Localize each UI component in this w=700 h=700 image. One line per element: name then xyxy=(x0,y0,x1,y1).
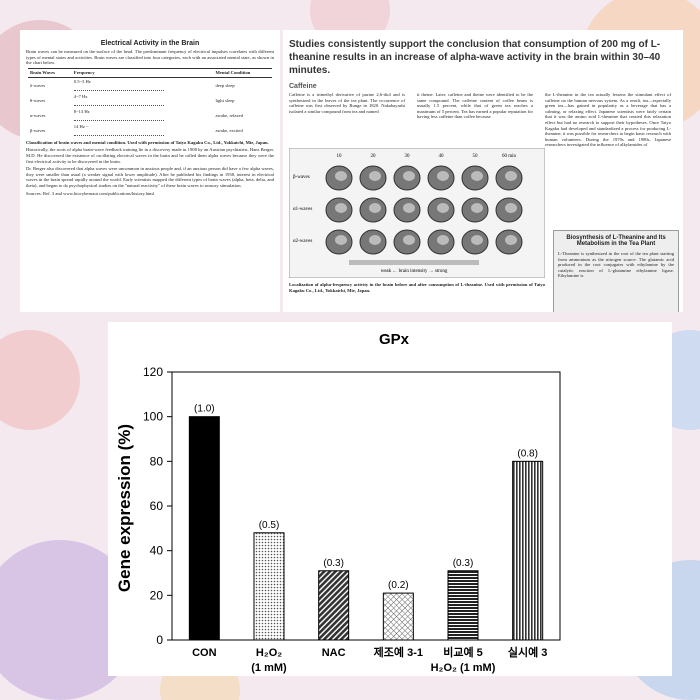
sidebar: Biosynthesis of L-Theanine and Its Metab… xyxy=(553,230,679,312)
time-label: 10 xyxy=(337,154,343,159)
td: 14 Hz ~ xyxy=(72,123,214,138)
x-tick-label: 실시예 3 xyxy=(508,645,548,659)
td: awake, excited xyxy=(215,127,243,133)
y-tick-label: 40 xyxy=(150,544,164,558)
brain-map-spot xyxy=(437,203,449,213)
bar-annotation: (0.2) xyxy=(388,580,409,591)
scale-label: weak ← brain intensity → strong xyxy=(381,269,448,274)
chart-title: GPx xyxy=(379,331,410,348)
bar xyxy=(188,416,220,641)
row-label: β-waves xyxy=(293,175,310,180)
td: awake, relaxed xyxy=(215,112,243,118)
brain-map-spot xyxy=(403,235,415,245)
td: β-waves xyxy=(30,127,46,133)
caption: Classification of brain waves and mental… xyxy=(26,139,269,145)
brain-map-spot xyxy=(471,171,483,181)
td: 14 Hz ~ xyxy=(73,123,89,129)
brain-map-spot xyxy=(437,171,449,181)
time-label: 60 min xyxy=(502,154,517,159)
bar xyxy=(447,570,479,641)
y-tick-label: 120 xyxy=(143,365,163,379)
time-label: 50 xyxy=(473,154,479,159)
td: 8~13 Hz xyxy=(72,108,214,123)
bar-annotation: (1.0) xyxy=(194,404,215,415)
time-label: 40 xyxy=(439,154,445,159)
th: Brain Waves xyxy=(28,67,72,78)
td: θ-waves xyxy=(30,97,46,103)
brain-map-spot xyxy=(437,235,449,245)
group-label: H₂O₂ (1 mM) xyxy=(431,662,496,674)
td: 0.5~3 Hz xyxy=(73,78,91,84)
paragraph: Dr. Berger also discovered that alpha wa… xyxy=(26,166,274,188)
brain-map-spot xyxy=(505,203,517,213)
th: Mental Condition xyxy=(213,67,272,78)
y-tick-label: 80 xyxy=(150,454,164,468)
figure-caption: Localization of alpha-frequency activity… xyxy=(289,282,545,293)
x-tick-sublabel: (1 mM) xyxy=(251,662,287,674)
y-tick-label: 0 xyxy=(156,633,163,647)
x-tick-label: 제조예 3-1 xyxy=(374,645,423,659)
td: δ-waves xyxy=(30,82,46,88)
sidebar-title: Biosynthesis of L-Theanine and Its Metab… xyxy=(566,235,666,247)
brain-map-spot xyxy=(369,203,381,213)
brain-map-spot xyxy=(403,171,415,181)
bar-annotation: (0.8) xyxy=(517,448,538,459)
bar xyxy=(512,460,544,641)
source: Sources: Ref. 3 and www.biocybernaut.com… xyxy=(26,190,155,196)
time-label: 30 xyxy=(405,154,411,159)
time-label: 20 xyxy=(371,154,377,159)
x-tick-label: CON xyxy=(192,647,217,659)
row-label: α1-waves xyxy=(293,207,312,212)
headline: Studies consistently support the conclus… xyxy=(289,39,661,76)
x-tick-label: NAC xyxy=(322,647,346,659)
td: 4~7 Hz xyxy=(72,93,214,108)
paragraph: Caffeine is a trimethyl derivative of pu… xyxy=(289,92,405,114)
bar-annotation: (0.5) xyxy=(259,520,280,531)
wave-table: Brain Waves Frequency Mental Condition δ-w… xyxy=(28,67,272,138)
brain-map-spot xyxy=(505,235,517,245)
x-tick-label: H₂O₂ xyxy=(256,647,282,659)
td: α-waves xyxy=(30,112,46,118)
bar-annotation: (0.3) xyxy=(453,558,474,569)
brain-map-spot xyxy=(335,203,347,213)
th: Frequency xyxy=(71,67,214,78)
brain-map-spot xyxy=(369,235,381,245)
row-label: α2-waves xyxy=(293,239,312,244)
td: 4~7 Hz xyxy=(73,93,88,99)
section-title: Caffeine xyxy=(289,83,317,90)
y-tick-label: 100 xyxy=(143,410,163,424)
bar-annotation: (0.3) xyxy=(323,558,344,569)
paragraph: it theine. Later, caffeine and theine we… xyxy=(417,92,533,120)
td: 0.5~3 Hz xyxy=(72,77,214,93)
paragraph: the L-theanine in the tea actually lesse… xyxy=(545,92,671,148)
bar xyxy=(382,592,414,641)
bar xyxy=(253,532,285,641)
brain-map-spot xyxy=(369,171,381,181)
brain-map-spot xyxy=(335,235,347,245)
y-tick-label: 20 xyxy=(150,588,164,602)
right-document: Studies consistently support the conclus… xyxy=(283,30,683,312)
bar xyxy=(318,570,350,641)
y-tick-label: 60 xyxy=(150,499,164,513)
brain-map-spot xyxy=(471,235,483,245)
td: light sleep xyxy=(215,97,235,103)
brain-map-figure: 10 20 30 40 50 60 min β-waves α1-waves α2-waves w… xyxy=(289,148,545,278)
td: deep sleep xyxy=(215,82,235,88)
left-document: Electrical Activity in the Brain Brain w… xyxy=(20,30,280,312)
brain-map-spot xyxy=(471,203,483,213)
brain-map-spot xyxy=(505,171,517,181)
doc-title: Electrical Activity in the Brain xyxy=(100,40,200,47)
chart: GPx Gene expression (%) 0 20 40 60 80 100 120 (… xyxy=(108,322,672,676)
paragraph: L-Theanine is synthesized in the root of… xyxy=(558,251,674,279)
paragraph: Historically, the roots of alpha brain-w… xyxy=(26,147,274,164)
td: 8~13 Hz xyxy=(73,108,90,114)
brain-map-spot xyxy=(403,203,415,213)
brain-map-spot xyxy=(335,171,347,181)
paragraph: Brain waves can be measured on the surfa… xyxy=(26,49,274,66)
x-tick-label: 비교예 5 xyxy=(443,645,483,659)
y-axis-label: Gene expression (%) xyxy=(115,424,134,592)
